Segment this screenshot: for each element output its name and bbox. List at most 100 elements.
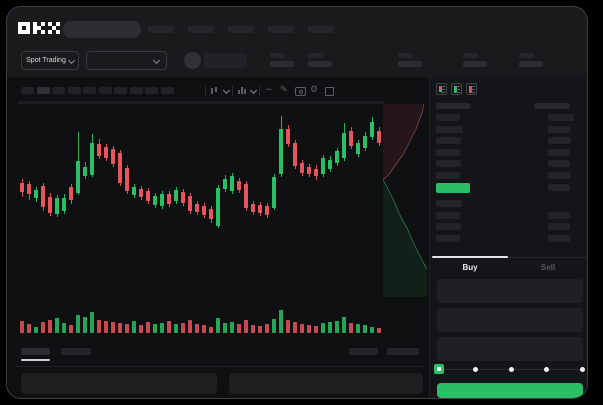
candle-body [104, 147, 108, 158]
candle-body [300, 163, 304, 173]
nav-item[interactable] [188, 26, 214, 33]
slider-handle[interactable] [434, 364, 444, 374]
chart-gridline [18, 101, 384, 102]
search-input[interactable] [63, 21, 141, 38]
timeframe-button[interactable] [98, 87, 112, 94]
timeframe-button[interactable] [67, 87, 81, 94]
bottom-right-item[interactable] [349, 348, 378, 355]
bid-row[interactable] [430, 223, 587, 231]
volume-bar [356, 324, 360, 333]
volume-bar [97, 320, 101, 333]
orderbook-view-toggles [436, 83, 477, 95]
timeframe-button[interactable] [52, 87, 65, 94]
slider-stop-dot[interactable] [579, 367, 585, 372]
pair-selector-dropdown[interactable] [86, 51, 167, 70]
volume-bar [349, 323, 353, 333]
volume-bar [272, 319, 276, 333]
price-bar [436, 125, 463, 133]
bottom-tab[interactable] [61, 348, 91, 355]
volume-bar [83, 317, 87, 333]
settings-icon[interactable]: ⚙ [310, 84, 319, 94]
candle-body [188, 196, 192, 211]
amount-slider[interactable] [430, 363, 587, 375]
timeframe-button[interactable] [83, 87, 96, 94]
asks-only-icon[interactable] [466, 83, 477, 95]
trade-input-field[interactable] [437, 308, 583, 332]
trade-input-field[interactable] [437, 337, 583, 361]
ask-row[interactable] [430, 114, 587, 121]
trade-input-field[interactable] [437, 279, 583, 303]
combined-book-icon[interactable] [436, 83, 447, 95]
market-type-dropdown[interactable]: Spot Trading [21, 51, 79, 70]
chevron-down-icon[interactable] [249, 86, 258, 95]
camera-icon[interactable] [295, 87, 306, 96]
ask-row[interactable] [430, 160, 587, 168]
volume-bar [307, 325, 311, 333]
active-tab-underline [21, 359, 50, 361]
nav-item[interactable] [148, 26, 174, 33]
timeframe-button[interactable] [21, 87, 34, 94]
timeframe-button[interactable] [114, 87, 127, 94]
chevron-down-icon[interactable] [222, 86, 231, 95]
last-price-amount-bar [548, 184, 570, 191]
tab-buy[interactable]: Buy [462, 263, 478, 272]
candlestick-chart[interactable] [18, 101, 384, 297]
candle-body [90, 143, 94, 175]
bottom-right-item[interactable] [387, 348, 419, 355]
volume-bar [370, 327, 374, 333]
indicator-icon[interactable] [238, 87, 246, 94]
volume-histogram[interactable] [18, 301, 384, 333]
ask-row[interactable] [430, 125, 587, 133]
ask-row[interactable] [430, 137, 587, 145]
price-bar [436, 148, 460, 156]
bids-only-icon[interactable] [451, 83, 462, 95]
bid-row[interactable] [430, 200, 587, 207]
timeframe-button[interactable] [129, 87, 143, 94]
slider-stop-dot[interactable] [544, 367, 549, 372]
timeframe-button[interactable] [145, 87, 158, 94]
buy-submit-button[interactable] [437, 383, 583, 398]
price-bar [436, 200, 462, 207]
candle-body [83, 167, 87, 176]
nav-item[interactable] [228, 26, 254, 33]
coin-avatar [184, 52, 201, 69]
last-price-placeholder [204, 53, 247, 68]
volume-bar [118, 323, 122, 333]
ask-row[interactable] [430, 171, 587, 179]
bid-row[interactable] [430, 211, 587, 219]
bottom-tab-active[interactable] [21, 348, 50, 355]
divider [15, 366, 423, 367]
volume-bar [237, 324, 241, 333]
toolbar-divider [205, 86, 206, 96]
tab-sell[interactable]: Sell [540, 263, 556, 272]
candle-body [356, 143, 360, 154]
slider-stop-dot[interactable] [473, 367, 478, 372]
volume-bar [48, 320, 52, 333]
candle-body [230, 176, 234, 191]
nav-item[interactable] [308, 26, 334, 33]
timeframe-button[interactable] [160, 87, 174, 94]
price-column-header [436, 103, 470, 109]
candle-body [118, 153, 122, 183]
volume-bar [321, 323, 325, 333]
ask-row[interactable] [430, 148, 587, 156]
nav-item[interactable] [268, 26, 294, 33]
draw-icon[interactable]: ✎ [280, 84, 288, 94]
candle-body [195, 204, 199, 212]
timeframe-button[interactable] [36, 87, 50, 94]
candle-body [174, 190, 178, 201]
line-type-icon[interactable]: ∼ [265, 84, 273, 94]
market-type-label: Spot Trading [26, 57, 66, 64]
candle-body [363, 136, 367, 148]
candle-body [314, 169, 318, 176]
candle-body [293, 143, 297, 166]
candles-icon[interactable] [211, 87, 218, 95]
volume-bar [279, 310, 283, 333]
slider-stop-dot[interactable] [508, 367, 514, 372]
bid-row[interactable] [430, 234, 587, 242]
volume-bar [160, 323, 164, 333]
volume-bar [293, 322, 297, 333]
fullscreen-icon[interactable] [325, 87, 334, 96]
timeframe-buttons [21, 87, 174, 94]
candle-body [111, 149, 115, 164]
